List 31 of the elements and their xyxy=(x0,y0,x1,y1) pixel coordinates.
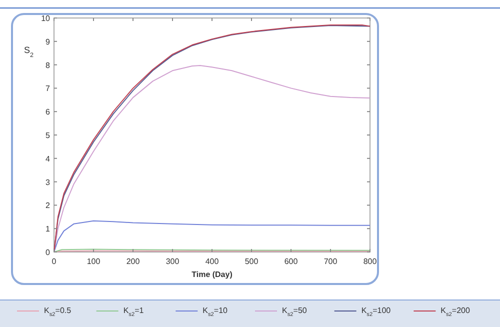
legend-label: K$_{s2}$=10 xyxy=(202,306,228,318)
y-tick-label: 6 xyxy=(46,108,51,117)
y-tick-label: 10 xyxy=(41,14,51,23)
y-tick-label: 0 xyxy=(46,248,51,257)
x-tick-label: 400 xyxy=(205,257,220,266)
y-axis-title: S$_{2}$ xyxy=(24,45,34,58)
x-tick-label: 0 xyxy=(52,257,57,266)
line-series xyxy=(54,220,370,252)
x-tick-label: 700 xyxy=(324,257,338,266)
x-tick-label: 500 xyxy=(244,257,259,266)
legend-label: K$_{s2}$=50 xyxy=(282,306,308,318)
y-tick-label: 4 xyxy=(46,154,51,164)
x-tick-label: 100 xyxy=(86,257,101,266)
legend-label: K$_{s2}$=1 xyxy=(123,306,144,318)
y-tick-label: 7 xyxy=(46,84,51,94)
legend-label: K$_{s2}$=200 xyxy=(440,306,471,318)
x-tick-label: 800 xyxy=(363,257,378,266)
line-series xyxy=(54,24,370,252)
x-axis-title: Time (Day) xyxy=(192,270,233,279)
legend-label: K$_{s2}$=0.5 xyxy=(44,306,72,318)
line-series xyxy=(54,65,370,252)
x-tick-label: 200 xyxy=(126,257,140,266)
y-tick-label: 1 xyxy=(46,224,51,234)
y-tick-label: 5 xyxy=(46,131,51,140)
y-tick-label: 9 xyxy=(46,37,51,46)
y-tick-label: 2 xyxy=(46,201,51,210)
legend-label: K$_{s2}$=100 xyxy=(361,306,392,318)
x-tick-label: 300 xyxy=(166,257,180,266)
y-tick-label: 3 xyxy=(46,178,51,187)
y-tick-label: 8 xyxy=(46,60,51,70)
x-tick-label: 600 xyxy=(284,257,298,266)
